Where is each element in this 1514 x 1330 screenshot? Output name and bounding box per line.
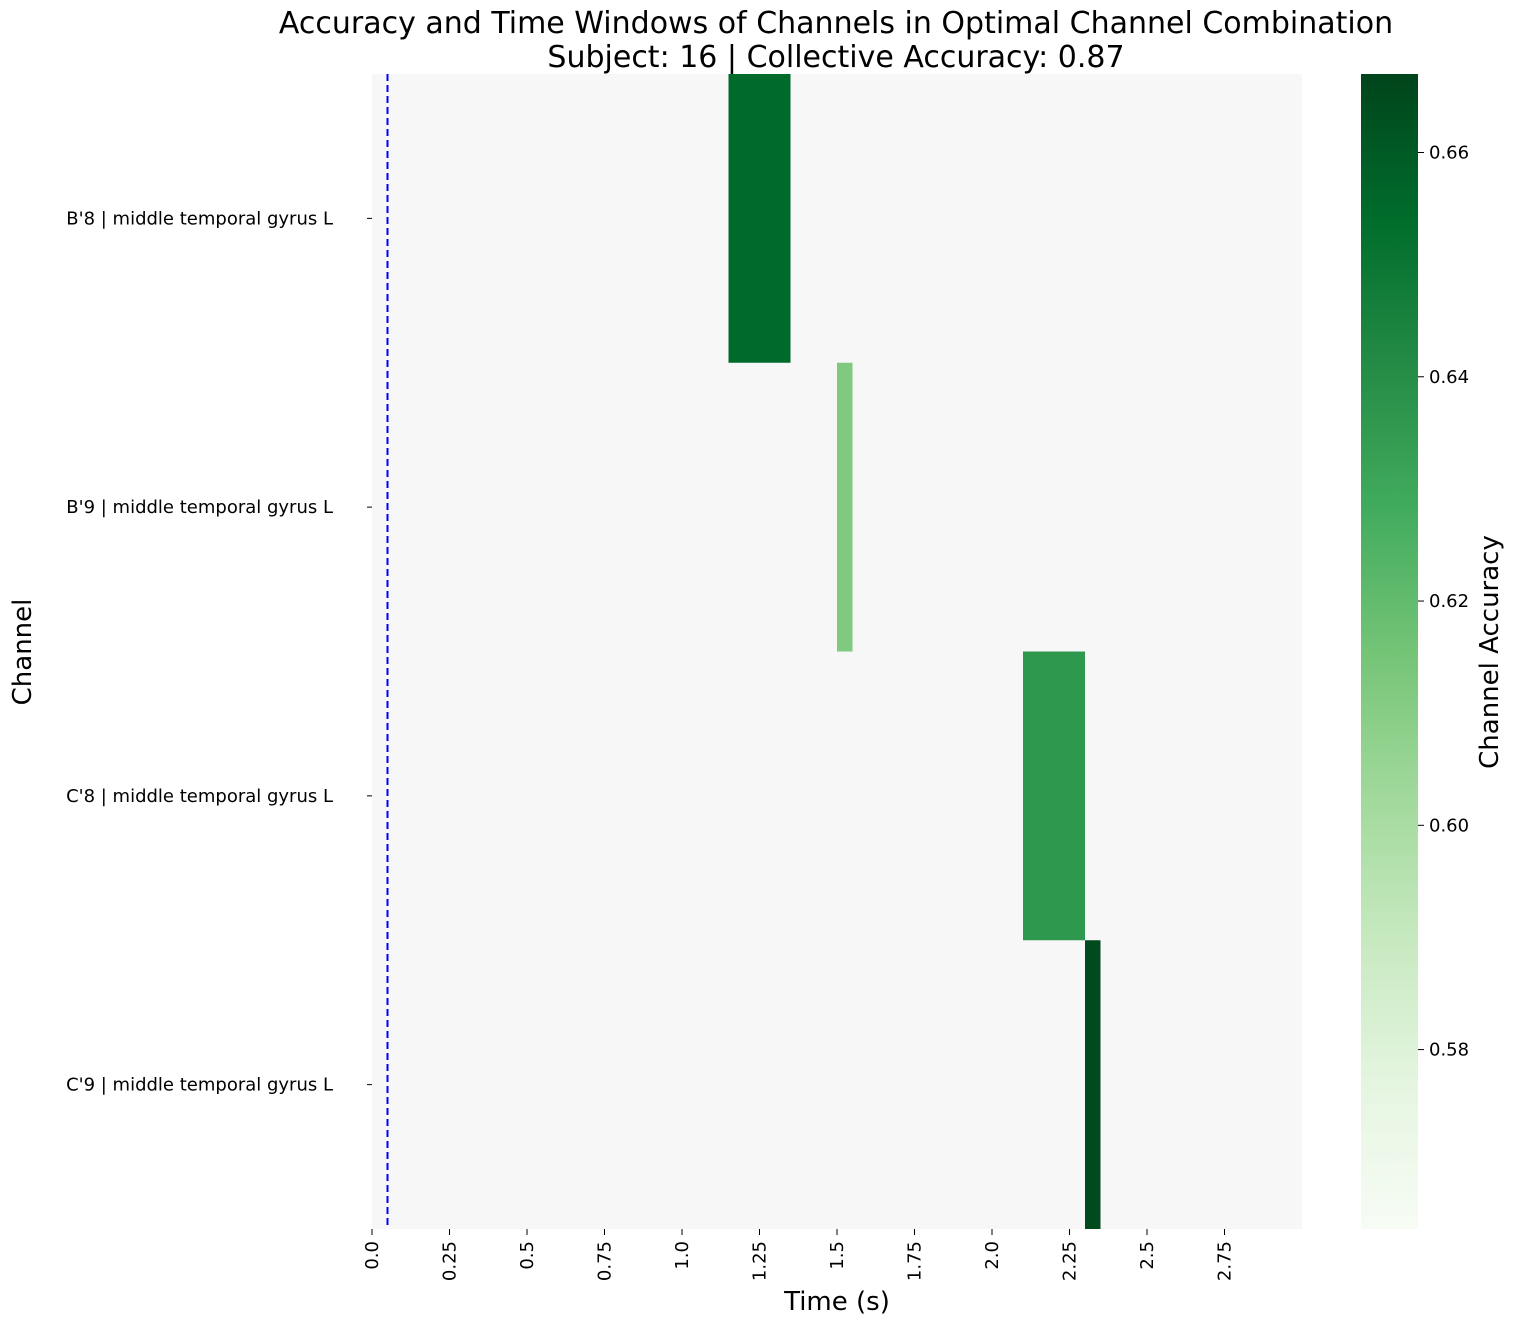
x-tick-label: 2.0 [982, 1241, 1003, 1270]
y-tick-label: C'8 | middle temporal gyrus L [66, 786, 333, 807]
colorbar-tick-label: 0.66 [1429, 142, 1469, 163]
colorbar-tick-label: 0.58 [1429, 1040, 1469, 1061]
colorbar-ticks: 0.58 0.60 0.62 0.64 0.66 [1418, 142, 1469, 1061]
x-tick-label: 0.25 [440, 1241, 461, 1281]
y-axis-ticks: B'8 | middle temporal gyrus L B'9 | middl… [66, 208, 372, 1096]
x-axis-label: Time (s) [783, 1287, 890, 1317]
accuracy-window-cell [837, 362, 853, 652]
colorbar-tick-label: 0.64 [1429, 367, 1469, 388]
y-tick-label: C'9 | middle temporal gyrus L [66, 1075, 333, 1096]
y-tick-label: B'8 | middle temporal gyrus L [66, 208, 333, 229]
x-tick-label: 1.0 [672, 1241, 693, 1270]
y-tick-label: B'9 | middle temporal gyrus L [66, 497, 333, 518]
x-tick-label: 2.5 [1137, 1241, 1158, 1270]
x-tick-label: 1.25 [750, 1241, 771, 1281]
colorbar [1361, 74, 1418, 1229]
y-axis-label: Channel [8, 599, 38, 706]
accuracy-window-cell [1023, 651, 1085, 941]
accuracy-window-cell [728, 74, 791, 363]
colorbar-tick-label: 0.60 [1429, 815, 1469, 836]
x-tick-label: 0.5 [517, 1241, 538, 1270]
x-tick-label: 0.75 [595, 1241, 616, 1281]
accuracy-window-cell [1085, 940, 1101, 1229]
colorbar-tick-label: 0.62 [1429, 591, 1469, 612]
x-tick-label: 1.5 [827, 1241, 848, 1270]
chart-title: Accuracy and Time Windows of Channels in… [279, 6, 1393, 41]
x-axis-ticks: 0.0 0.25 0.5 0.75 1.0 1.25 1.5 1.75 2.0 2.25 2.5 2.… [362, 1229, 1236, 1281]
x-tick-label: 0.0 [362, 1241, 383, 1270]
x-tick-label: 2.75 [1215, 1241, 1236, 1281]
accuracy-windows [728, 74, 1101, 1229]
x-tick-label: 1.75 [905, 1241, 926, 1281]
x-tick-label: 2.25 [1060, 1241, 1081, 1281]
colorbar-label: Channel Accuracy [1475, 535, 1505, 769]
chart-subtitle: Subject: 16 | Collective Accuracy: 0.87 [547, 40, 1124, 75]
